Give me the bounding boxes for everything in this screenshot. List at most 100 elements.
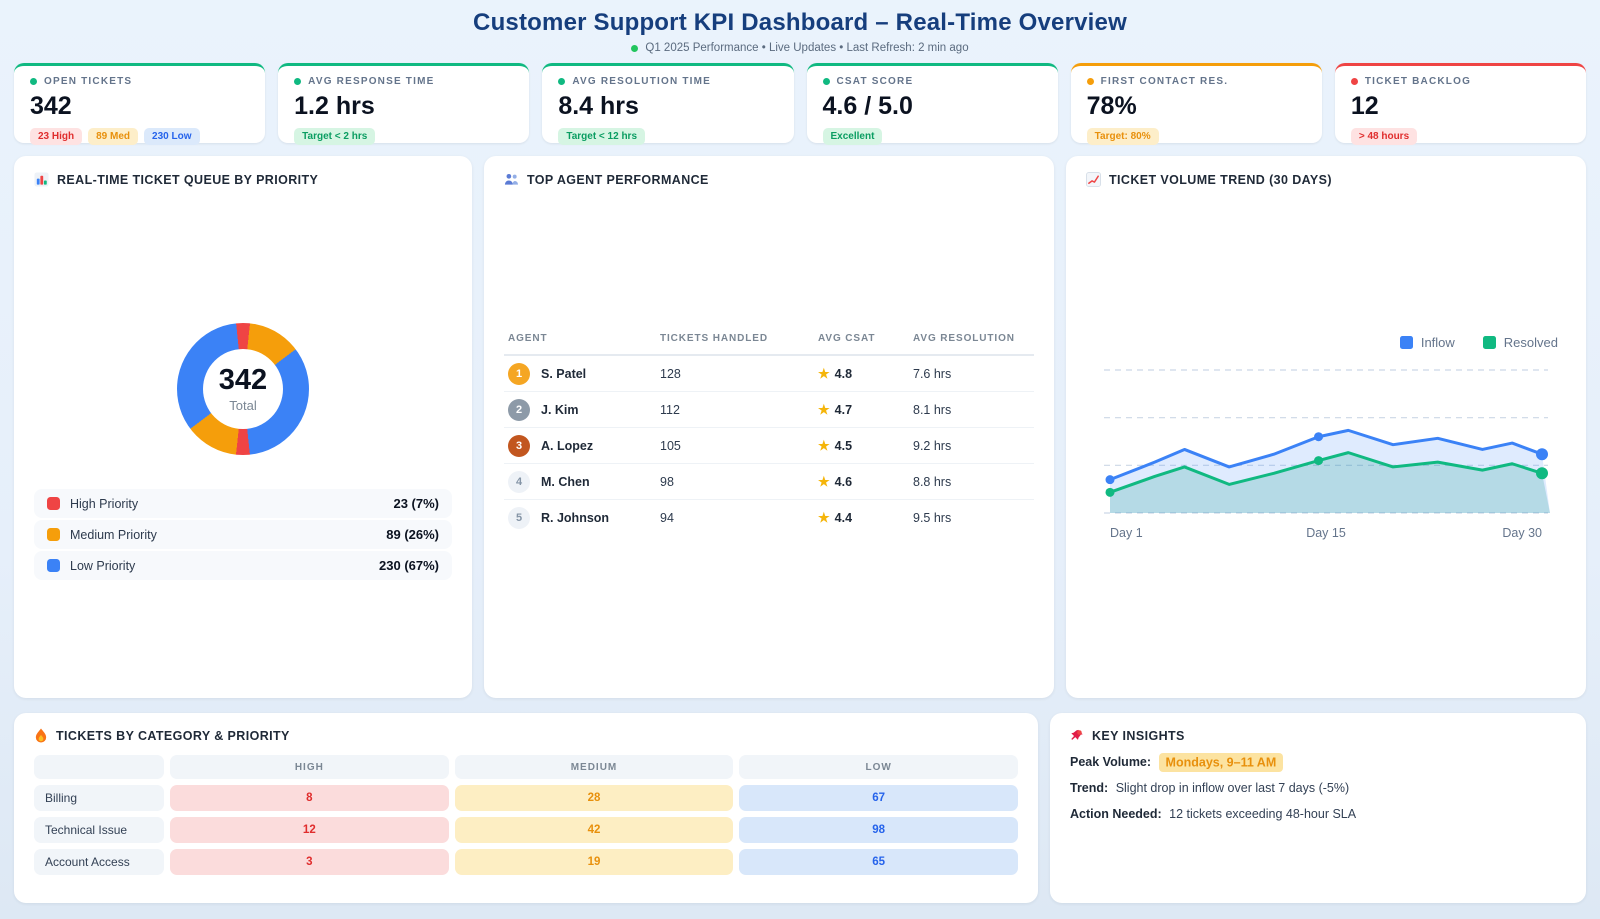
live-status-dot-icon xyxy=(631,44,639,52)
category-cell-medium: 42 xyxy=(454,817,734,843)
kpi-card-ticket-backlog: TICKET BACKLOG 12 > 48 hours xyxy=(1334,63,1586,145)
star-icon: ★ xyxy=(818,510,830,525)
medium-priority-swatch-icon xyxy=(47,528,60,541)
panel-title: REAL-TIME TICKET QUEUE BY PRIORITY xyxy=(34,172,452,187)
panel-title: TICKET VOLUME TREND (30 DAYS) xyxy=(1086,172,1566,187)
insight-peak-volume: Peak Volume: Mondays, 9–11 AM xyxy=(1070,752,1566,772)
kpi-value: 78% xyxy=(1086,92,1137,120)
kpi-value: 4.6 / 5.0 xyxy=(822,92,913,120)
category-priority-panel: TICKETS BY CATEGORY & PRIORITY HIGH MEDI… xyxy=(14,713,1038,903)
status-dot-icon xyxy=(1350,78,1358,85)
bottom-row: TICKETS BY CATEGORY & PRIORITY HIGH MEDI… xyxy=(14,713,1586,903)
agents-table: AGENT TICKETS HANDLED AVG CSAT AVG RESOL… xyxy=(504,333,1034,536)
kpi-label: TICKET BACKLOG xyxy=(1364,76,1472,87)
agent-row: 2 J. Kim 112 ★ 4.7 8.1 hrs xyxy=(504,392,1034,428)
status-dot-icon xyxy=(558,78,566,85)
ticket-queue-panel: REAL-TIME TICKET QUEUE BY PRIORITY 342 T… xyxy=(14,156,472,698)
category-row-label: Billing xyxy=(34,785,164,811)
peak-volume-highlight: Mondays, 9–11 AM xyxy=(1158,752,1284,772)
kpi-value: 12 xyxy=(1350,92,1379,120)
category-cell-high: 3 xyxy=(170,849,449,875)
high-priority-swatch-icon xyxy=(47,497,60,510)
kpi-value: 342 xyxy=(30,92,72,120)
badge-target: Target: 80% xyxy=(1086,128,1159,145)
agent-row: 3 A. Lopez 105 ★ 4.5 9.2 hrs xyxy=(504,428,1034,464)
legend-item-resolved: Resolved xyxy=(1482,335,1558,350)
star-icon: ★ xyxy=(818,437,830,453)
panel-title: KEY INSIGHTS xyxy=(1070,728,1566,743)
rank-badge: 1 xyxy=(508,362,530,385)
category-header-high: HIGH xyxy=(170,755,449,779)
resolved-swatch-icon xyxy=(1482,336,1496,349)
kpi-card-csat-score: CSAT SCORE 4.6 / 5.0 Excellent xyxy=(806,63,1058,145)
trend-legend: Inflow Resolved xyxy=(1086,335,1566,350)
star-icon: ★ xyxy=(818,473,830,489)
rank-badge: 2 xyxy=(508,398,530,421)
badge-target: Target < 2 hrs xyxy=(294,128,376,145)
status-dot-icon xyxy=(30,78,37,85)
svg-text:Day 30: Day 30 xyxy=(1502,526,1542,540)
header-subtitle: Q1 2025 Performance • Live Updates • Las… xyxy=(0,42,1600,54)
kpi-label: AVG RESPONSE TIME xyxy=(308,76,435,87)
agent-row: 4 M. Chen 98 ★ 4.6 8.8 hrs xyxy=(504,464,1034,500)
people-icon xyxy=(504,173,518,185)
star-icon: ★ xyxy=(818,401,830,417)
star-icon: ★ xyxy=(818,365,830,381)
agent-row: 1 S. Patel 128 ★ 4.8 7.6 hrs xyxy=(504,356,1034,392)
donut-total-label: Total xyxy=(229,397,257,413)
kpi-card-first-contact-res: FIRST CONTACT RES. 78% Target: 80% xyxy=(1070,63,1322,145)
kpi-label: AVG RESOLUTION TIME xyxy=(572,76,712,87)
legend-item-high: High Priority 23 (7%) xyxy=(34,489,452,518)
dashboard-header: Customer Support KPI Dashboard – Real-Ti… xyxy=(0,0,1600,54)
kpi-row: OPEN TICKETS 342 23 High 89 Med 230 Low … xyxy=(14,63,1586,145)
priority-donut-chart: 342 Total xyxy=(177,323,309,455)
rank-badge: 3 xyxy=(508,434,530,457)
legend-item-inflow: Inflow xyxy=(1399,335,1455,350)
category-cell-high: 12 xyxy=(170,817,449,843)
category-cell-high: 8 xyxy=(170,785,449,811)
insight-action-needed: Action Needed: 12 tickets exceeding 48-h… xyxy=(1070,807,1357,821)
category-header-low: LOW xyxy=(739,755,1018,779)
agents-table-header: AGENT TICKETS HANDLED AVG CSAT AVG RESOL… xyxy=(504,333,1034,356)
legend-item-low: Low Priority 230 (67%) xyxy=(34,551,452,580)
category-cell-low: 65 xyxy=(739,849,1018,875)
badge-high: 23 High xyxy=(30,128,83,145)
badge-excellent: Excellent xyxy=(822,128,883,145)
status-dot-icon xyxy=(1086,78,1094,85)
badge-low: 230 Low xyxy=(144,128,200,145)
agent-row: 5 R. Johnson 94 ★ 4.4 9.5 hrs xyxy=(504,500,1034,536)
line-chart-icon xyxy=(1086,172,1101,187)
svg-text:Day 15: Day 15 xyxy=(1306,526,1346,540)
rank-badge: 4 xyxy=(508,470,530,493)
kpi-card-avg-response-time: AVG RESPONSE TIME 1.2 hrs Target < 2 hrs xyxy=(278,63,530,145)
inflow-swatch-icon xyxy=(1399,336,1413,349)
rank-badge: 5 xyxy=(508,507,530,529)
kpi-card-open-tickets: OPEN TICKETS 342 23 High 89 Med 230 Low xyxy=(14,63,266,145)
key-insights-panel: KEY INSIGHTS Peak Volume: Mondays, 9–11 … xyxy=(1050,713,1586,903)
category-row-label: Account Access xyxy=(34,849,164,875)
priority-legend: High Priority 23 (7%) Medium Priority 89… xyxy=(34,489,452,580)
trend-chart: Day 1 Day 15 Day 30 xyxy=(1104,369,1550,540)
category-header-medium: MEDIUM xyxy=(454,755,734,779)
category-cell-medium: 19 xyxy=(454,849,734,875)
panel-title: TICKETS BY CATEGORY & PRIORITY xyxy=(34,728,1018,743)
kpi-label: OPEN TICKETS xyxy=(44,76,133,87)
status-dot-icon xyxy=(822,78,830,85)
kpi-value: 8.4 hrs xyxy=(558,92,639,120)
svg-text:Day 1: Day 1 xyxy=(1110,526,1143,540)
badge-medium: 89 Med xyxy=(88,128,139,145)
kpi-value: 1.2 hrs xyxy=(294,92,375,120)
badge-overdue: > 48 hours xyxy=(1350,128,1418,145)
bar-chart-icon xyxy=(34,172,49,187)
status-dot-icon xyxy=(294,78,302,85)
middle-row: REAL-TIME TICKET QUEUE BY PRIORITY 342 T… xyxy=(14,156,1586,698)
category-cell-low: 98 xyxy=(739,817,1018,843)
pushpin-icon xyxy=(1071,729,1083,740)
flame-icon xyxy=(35,728,47,743)
panel-title: TOP AGENT PERFORMANCE xyxy=(504,172,1034,187)
badge-target: Target < 12 hrs xyxy=(558,128,646,145)
legend-item-medium: Medium Priority 89 (26%) xyxy=(34,520,452,549)
kpi-label: FIRST CONTACT RES. xyxy=(1100,76,1229,87)
kpi-label: CSAT SCORE xyxy=(836,76,914,87)
category-row-label: Technical Issue xyxy=(34,817,164,843)
